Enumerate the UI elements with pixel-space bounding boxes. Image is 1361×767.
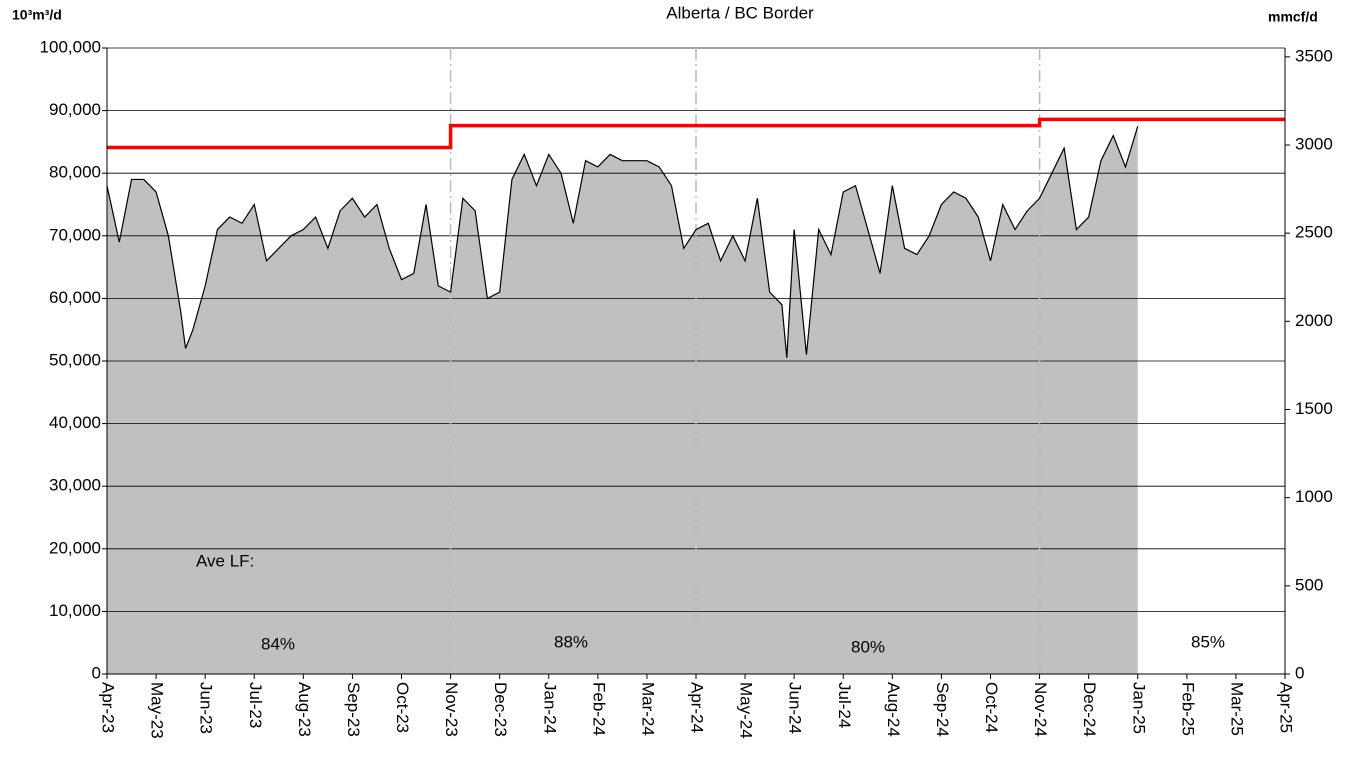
capacity-line	[107, 117, 1285, 150]
y2-tick-label: 3500	[1295, 46, 1333, 65]
chart-title: Alberta / BC Border	[666, 3, 814, 22]
area-line	[106, 126, 1139, 358]
y-tick-label: 80,000	[49, 163, 101, 182]
annotation: Ave LF:	[196, 551, 254, 570]
x-tick-label: Feb-24	[589, 682, 608, 736]
x-tick-label: Jul-24	[835, 682, 854, 728]
x-tick-label: Sep-24	[933, 682, 952, 737]
y-tick-label: 70,000	[49, 225, 101, 244]
x-tick-label: Sep-23	[344, 682, 363, 737]
y-tick-label: 30,000	[49, 476, 101, 495]
x-tick-label: Aug-24	[884, 682, 903, 737]
y2-tick-label: 2000	[1295, 311, 1333, 330]
x-tick-label: May-24	[737, 682, 756, 739]
annotation: 88%	[554, 632, 588, 651]
y2-tick-label: 1500	[1295, 399, 1333, 418]
x-tick-label: Mar-25	[1227, 682, 1246, 736]
x-tick-label: Apr-24	[688, 682, 707, 733]
y2-axis-label: mmcf/d	[1268, 9, 1318, 25]
x-tick-label: Mar-24	[638, 682, 657, 736]
y-tick-label: 90,000	[49, 100, 101, 119]
y-tick-label: 20,000	[49, 538, 101, 557]
y2-tick-label: 2500	[1295, 223, 1333, 242]
x-tick-label: Apr-23	[99, 682, 118, 733]
x-tick-label: Jun-24	[786, 682, 805, 734]
annotation: 85%	[1191, 632, 1225, 651]
x-tick-label: Jun-23	[197, 682, 216, 734]
x-tick-label: Jul-23	[246, 682, 265, 728]
x-tick-label: Dec-24	[1080, 682, 1099, 737]
x-tick-label: Nov-23	[442, 682, 461, 737]
x-tick-label: Jan-24	[540, 682, 559, 734]
y-tick-label: 40,000	[49, 413, 101, 432]
area-fill	[107, 126, 1138, 674]
x-tick-label: Dec-23	[491, 682, 510, 737]
y-tick-label: 100,000	[40, 37, 101, 56]
annotation: 84%	[261, 634, 295, 653]
annotation: 80%	[851, 637, 885, 656]
y-axis-label: 10³m³/d	[12, 7, 62, 23]
y-tick-label: 0	[92, 663, 101, 682]
y-tick-label: 60,000	[49, 288, 101, 307]
y-tick-label: 10,000	[49, 601, 101, 620]
x-tick-label: Aug-23	[295, 682, 314, 737]
y2-tick-label: 3000	[1295, 134, 1333, 153]
x-tick-label: Jan-25	[1129, 682, 1148, 734]
x-tick-label: Feb-25	[1178, 682, 1197, 736]
x-tick-label: Oct-23	[393, 682, 412, 733]
x-tick-label: May-23	[148, 682, 167, 739]
y2-tick-label: 500	[1295, 575, 1323, 594]
x-tick-label: Nov-24	[1031, 682, 1050, 737]
y-tick-label: 50,000	[49, 350, 101, 369]
x-tick-label: Oct-24	[982, 682, 1001, 733]
y2-tick-label: 0	[1295, 663, 1304, 682]
y2-tick-label: 1000	[1295, 487, 1333, 506]
x-tick-label: Apr-25	[1277, 682, 1296, 733]
